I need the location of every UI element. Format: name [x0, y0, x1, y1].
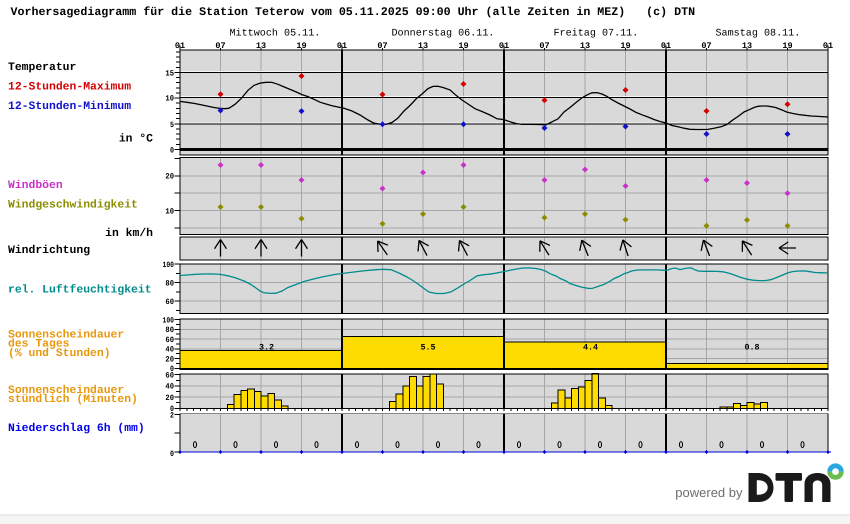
svg-text:13: 13 [256, 41, 266, 51]
svg-text:Freitag 07.11.: Freitag 07.11. [554, 28, 639, 40]
svg-text:01: 01 [499, 41, 509, 51]
svg-text:19: 19 [296, 41, 306, 51]
svg-text:Temperatur: Temperatur [8, 62, 77, 74]
svg-text:01: 01 [337, 41, 347, 51]
svg-text:Mittwoch 05.11.: Mittwoch 05.11. [230, 28, 321, 40]
svg-text:Vorhersagediagramm für die Sta: Vorhersagediagramm für die Station Teter… [11, 6, 696, 19]
svg-text:60: 60 [165, 372, 174, 381]
svg-text:07: 07 [377, 41, 387, 51]
svg-text:Donnerstag 06.11.: Donnerstag 06.11. [392, 29, 495, 40]
svg-text:0: 0 [170, 450, 174, 459]
svg-text:19: 19 [620, 41, 630, 51]
svg-text:20: 20 [165, 173, 174, 182]
svg-text:60: 60 [165, 298, 174, 307]
svg-text:60: 60 [165, 336, 174, 345]
svg-text:Sonnenscheindauer: Sonnenscheindauer [8, 329, 124, 342]
svg-text:in °C: in °C [119, 133, 153, 146]
svg-text:5: 5 [170, 121, 174, 130]
svg-text:07: 07 [701, 41, 711, 51]
svg-text:13: 13 [580, 41, 590, 51]
svg-text:12-Stunden-Maximum: 12-Stunden-Maximum [8, 80, 131, 93]
svg-text:powered by: powered by [675, 485, 743, 500]
svg-text:10: 10 [165, 94, 174, 103]
svg-text:Samstag 08.11.: Samstag 08.11. [716, 29, 801, 40]
svg-text:5.5: 5.5 [420, 342, 435, 352]
svg-text:rel. Luftfeuchtigkeit: rel. Luftfeuchtigkeit [8, 284, 152, 297]
svg-text:0: 0 [170, 365, 174, 374]
svg-text:in km/h: in km/h [105, 227, 153, 240]
svg-text:07: 07 [215, 41, 225, 51]
svg-text:2: 2 [170, 411, 174, 420]
svg-text:01: 01 [175, 41, 185, 51]
svg-text:80: 80 [165, 279, 174, 288]
svg-text:01: 01 [661, 41, 671, 51]
svg-text:stündlich (Minuten): stündlich (Minuten) [8, 393, 138, 406]
svg-text:20: 20 [165, 394, 174, 403]
svg-text:07: 07 [539, 41, 549, 51]
svg-text:3.2: 3.2 [259, 342, 274, 352]
svg-text:13: 13 [742, 41, 752, 51]
svg-text:des Tages: des Tages [8, 338, 70, 351]
svg-text:4.4: 4.4 [583, 342, 598, 352]
svg-text:Windgeschwindigkeit: Windgeschwindigkeit [8, 199, 138, 212]
svg-text:Windböen: Windböen [8, 179, 63, 192]
svg-text:100: 100 [163, 261, 175, 270]
svg-text:01: 01 [823, 41, 833, 51]
svg-text:19: 19 [782, 41, 792, 51]
svg-text:80: 80 [165, 326, 174, 335]
svg-text:100: 100 [163, 316, 175, 325]
svg-text:Niederschlag 6h (mm): Niederschlag 6h (mm) [8, 422, 145, 435]
svg-text:(% und Stunden): (% und Stunden) [8, 347, 111, 360]
svg-text:40: 40 [165, 383, 174, 392]
svg-text:20: 20 [165, 356, 174, 365]
svg-text:40: 40 [165, 346, 174, 355]
svg-text:0: 0 [170, 146, 174, 155]
svg-text:12-Stunden-Minimum: 12-Stunden-Minimum [8, 100, 131, 113]
svg-text:19: 19 [458, 41, 468, 51]
svg-text:0: 0 [170, 405, 174, 414]
svg-text:Windrichtung: Windrichtung [8, 244, 90, 257]
svg-text:0.8: 0.8 [744, 342, 759, 352]
svg-text:Sonnenscheindauer: Sonnenscheindauer [8, 384, 124, 397]
svg-text:13: 13 [418, 41, 428, 51]
svg-text:15: 15 [165, 69, 174, 78]
svg-text:10: 10 [165, 207, 174, 216]
